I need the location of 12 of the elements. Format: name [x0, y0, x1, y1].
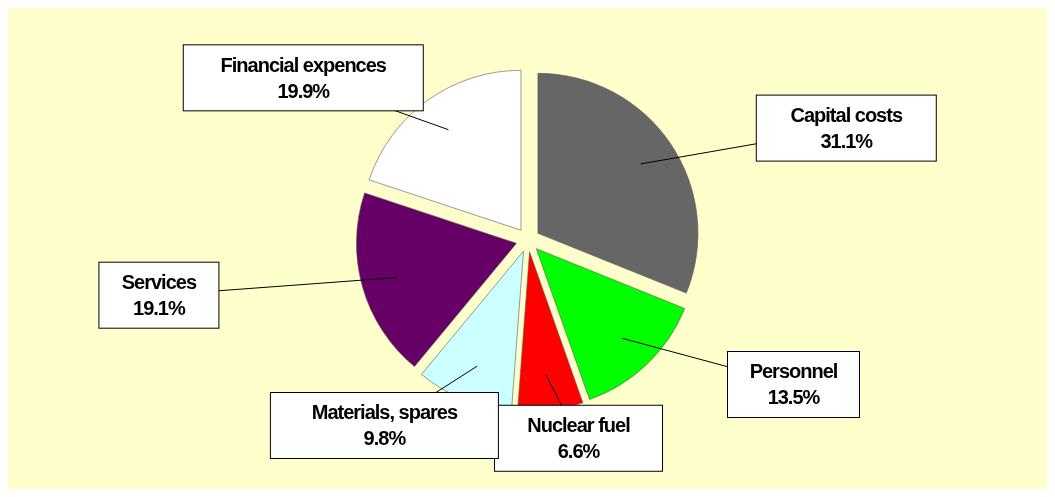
slice-label: Financial expences	[220, 53, 387, 76]
data-label: 19.9%	[277, 79, 331, 102]
slice-label: Services	[121, 271, 197, 294]
data-label: 9.8%	[363, 427, 407, 450]
data-label: 31.1%	[820, 130, 874, 153]
data-label: 6.6%	[557, 440, 601, 463]
slice-label: Materials, spares	[311, 401, 458, 424]
slice-label: Personnel	[749, 360, 838, 383]
data-label: 19.1%	[133, 297, 186, 320]
data-label: 13.5%	[767, 386, 821, 409]
slice-label: Nuclear fuel	[527, 414, 631, 437]
slice-label: Capital costs	[790, 104, 903, 127]
